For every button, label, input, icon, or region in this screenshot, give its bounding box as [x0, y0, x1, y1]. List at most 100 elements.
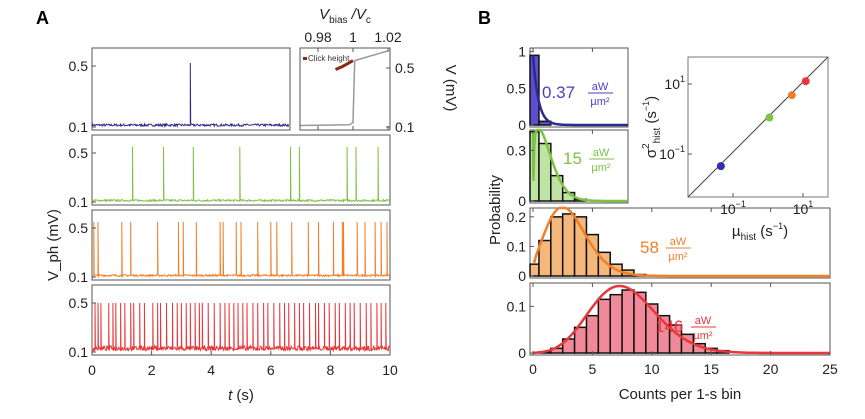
poisson-fit-curve — [532, 206, 830, 278]
histogram-axes-box — [529, 207, 831, 279]
y-tick-label: 0.1 — [69, 269, 89, 285]
panel-label-b: B — [478, 8, 491, 28]
histogram-bar — [585, 314, 600, 354]
y-tick-label: 0.1 — [69, 194, 89, 210]
x-tick-label: 8 — [327, 362, 335, 378]
histogram-bar — [621, 289, 635, 354]
x-tick-label: 0 — [529, 361, 537, 377]
poisson-fit-curve — [533, 284, 830, 355]
unit-denominator: µm² — [668, 251, 688, 263]
inset-y-axis-label: σ2hist (s−1) — [641, 96, 663, 158]
unit-denominator: µm² — [693, 330, 713, 342]
y-tick-label: 0.1 — [507, 298, 527, 314]
trace-axes-box — [91, 47, 291, 131]
y-tick-label: 0.3 — [507, 142, 527, 158]
y-tick-label: 0.5 — [69, 58, 89, 74]
histogram-axes-box — [529, 282, 831, 356]
inset-x-tick-label: 10−1 — [720, 199, 746, 217]
inset-y-tick-label: 0.5 — [395, 60, 415, 76]
histogram-bar — [609, 293, 623, 354]
x-tick-label: 4 — [207, 362, 215, 378]
x-tick-label: 0 — [88, 362, 96, 378]
y-tick-label: 0.5 — [69, 145, 89, 161]
histogram-bar — [573, 326, 588, 354]
inset-y-tick-label: 101 — [664, 74, 685, 92]
y-tick-label: 0.5 — [507, 80, 527, 96]
data-point — [801, 77, 810, 86]
panel-a: 0.1 0.5 0.1 0.5 0.1 0.5 0.1 0.5 0 2 4 6 8 10 t (s) — [69, 47, 398, 404]
trace-line — [91, 221, 391, 279]
inset-x-tick-label: 101 — [793, 199, 814, 217]
trace-line — [91, 302, 391, 353]
unit-numerator: aW — [592, 81, 609, 93]
y-tick-label: 1 — [518, 44, 526, 60]
x-tick-label: 5 — [589, 361, 597, 377]
y-tick-label: 0.2 — [507, 209, 527, 225]
histogram-bar — [597, 298, 611, 354]
inset-y-axis-label: V (mV) — [442, 65, 459, 112]
y-tick-label: 0.5 — [69, 220, 89, 236]
y-tick-label: 0 — [518, 268, 526, 284]
power-density-label: 146 — [655, 317, 683, 336]
inset-x-tick-label: 0.98 — [304, 29, 331, 45]
x-tick-label: 6 — [267, 362, 275, 378]
y-tick-label: 0 — [518, 193, 526, 209]
histogram-bar — [529, 54, 540, 126]
histogram-bar — [529, 263, 540, 277]
data-point — [787, 91, 796, 100]
poisson-fit-curve — [531, 55, 628, 127]
unit-numerator: aW — [695, 315, 712, 327]
histogram-bar — [550, 216, 564, 277]
histogram-3: 0 0.1 146 aW µm² — [507, 282, 831, 361]
histogram-0: 0 0.5 1 0.37 aW µm² — [507, 44, 629, 133]
data-point — [716, 162, 725, 171]
legend-swatch — [303, 57, 307, 60]
power-density-label: 15 — [563, 149, 582, 168]
x-tick-label: 20 — [763, 361, 779, 377]
power-density-label: 0.37 — [542, 83, 575, 102]
trace-line — [91, 146, 391, 204]
histogram-2: 0 0.1 0.2 58 aW µm² — [507, 206, 831, 284]
y-tick-label: 0 — [518, 117, 526, 133]
y-tick-label: 0.1 — [69, 119, 89, 135]
x-tick-label: 25 — [822, 361, 838, 377]
inset-y-tick-label: 0.1 — [395, 119, 415, 135]
trace-line — [91, 62, 290, 128]
unit-numerator: aW — [670, 236, 687, 248]
unit-denominator: µm² — [590, 96, 610, 108]
unit-numerator: aW — [593, 147, 610, 159]
x-tick-label: 10 — [644, 361, 660, 377]
inset-y-tick-label: 10−1 — [659, 144, 685, 162]
iv-curve — [300, 49, 391, 127]
legend-label: Click height — [308, 54, 350, 63]
y-axis-label: V_ph (mV) — [45, 209, 62, 281]
click-height-line — [334, 59, 354, 71]
y-tick-label: 0.1 — [507, 238, 527, 254]
data-point — [765, 113, 774, 122]
x-tick-label: 15 — [703, 361, 719, 377]
inset-x-tick-label: 1.02 — [374, 29, 401, 45]
poisson-fit-curve — [531, 128, 628, 203]
trace-axes-box — [91, 209, 391, 281]
y-tick-label: 0.5 — [69, 295, 89, 311]
x-tick-label: 2 — [148, 362, 156, 378]
panel-label-a: A — [36, 8, 49, 28]
histogram-1: 0 0.3 15 aW µm² — [507, 128, 629, 209]
y-tick-label: 0.1 — [69, 344, 89, 360]
inset-x-axis-label: µhist (s−1) — [732, 221, 788, 243]
histogram-bar — [561, 213, 576, 277]
histogram-bar — [538, 142, 552, 202]
x-axis-label: t (s) — [228, 387, 254, 404]
unit-denominator: µm² — [591, 162, 611, 174]
inset-axes-box — [299, 47, 391, 131]
inset-x-axis-label: Vbias /Vc — [319, 6, 371, 26]
power-density-label: 58 — [640, 238, 659, 257]
y-axis-label: Probability — [487, 174, 504, 245]
panel-b-inset: 10−1 101 10−1 101 µhist (s−1) σ2hist (s−1) — [641, 56, 829, 243]
trace-axes-box — [91, 284, 391, 356]
x-tick-label: 10 — [382, 362, 398, 378]
trace-axes-box — [91, 134, 391, 206]
